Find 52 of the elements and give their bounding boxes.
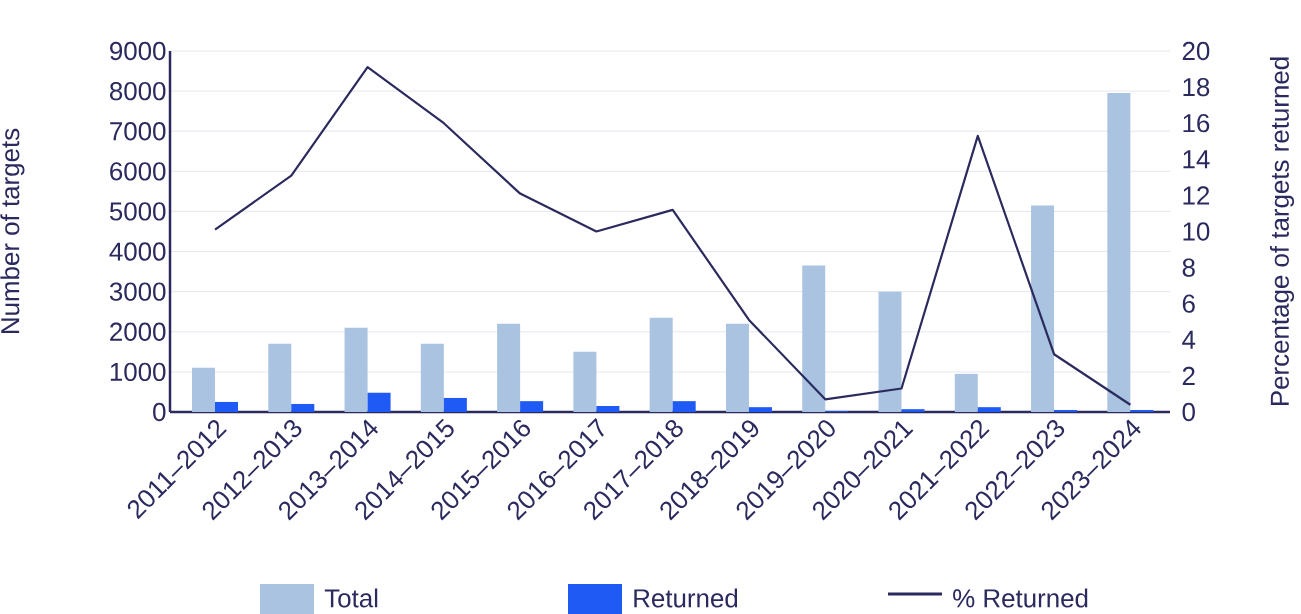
bar xyxy=(291,403,315,412)
bar xyxy=(192,367,216,412)
bar xyxy=(748,407,772,412)
y2-tick-label: 12 xyxy=(1183,186,1210,205)
bar xyxy=(901,409,925,412)
y-axis-title: Number of targets xyxy=(0,128,25,334)
bar xyxy=(802,265,826,412)
bar xyxy=(954,373,978,412)
line-series xyxy=(213,66,1132,406)
bar xyxy=(573,351,597,412)
y2-tick-label: 18 xyxy=(1183,77,1210,97)
y2-tick-label: 16 xyxy=(1183,114,1210,133)
y2-axis-title: Percentage of targets returned xyxy=(1269,57,1295,406)
y2-tick-label: 0 xyxy=(1182,402,1195,422)
y-tick-label: 5000 xyxy=(109,202,166,221)
y-tick-label: 4000 xyxy=(109,242,166,261)
y-tick-label: 8000 xyxy=(110,81,166,101)
y-tick-label: 1000 xyxy=(110,362,166,382)
bar xyxy=(596,405,620,412)
y2-tick-label: 6 xyxy=(1182,294,1195,313)
bar xyxy=(215,401,239,412)
bar xyxy=(1107,93,1131,412)
bar xyxy=(725,323,749,412)
legend-label: Total xyxy=(324,588,378,608)
bar xyxy=(420,343,444,412)
y-tick-label: 3000 xyxy=(109,282,166,301)
bar xyxy=(443,397,467,412)
bar xyxy=(520,401,544,412)
bar xyxy=(1130,409,1154,412)
bar xyxy=(1054,409,1078,412)
bar xyxy=(344,327,368,412)
bar xyxy=(1031,205,1055,412)
y-tick-label: 2000 xyxy=(110,322,166,341)
legend-label: % Returned xyxy=(953,588,1088,608)
y-tick-label: 6000 xyxy=(110,162,166,181)
bar xyxy=(268,343,292,412)
bar xyxy=(878,291,902,412)
y2-tick-label: 2 xyxy=(1182,366,1195,385)
bar xyxy=(672,401,696,412)
y2-tick-label: 8 xyxy=(1182,258,1195,277)
y-tick-label: 9000 xyxy=(110,41,166,61)
y2-tick-label: 14 xyxy=(1183,150,1210,169)
bar xyxy=(497,323,521,412)
y2-tick-label: 10 xyxy=(1183,222,1210,241)
bar xyxy=(367,392,391,412)
y2-tick-label: 4 xyxy=(1182,330,1196,349)
bar xyxy=(977,407,1001,412)
y2-tick-label: 20 xyxy=(1182,41,1210,61)
bar xyxy=(649,317,673,412)
legend-label: Returned xyxy=(634,588,738,608)
y-tick-label: 7000 xyxy=(110,122,166,141)
y-tick-label: 0 xyxy=(153,402,166,422)
